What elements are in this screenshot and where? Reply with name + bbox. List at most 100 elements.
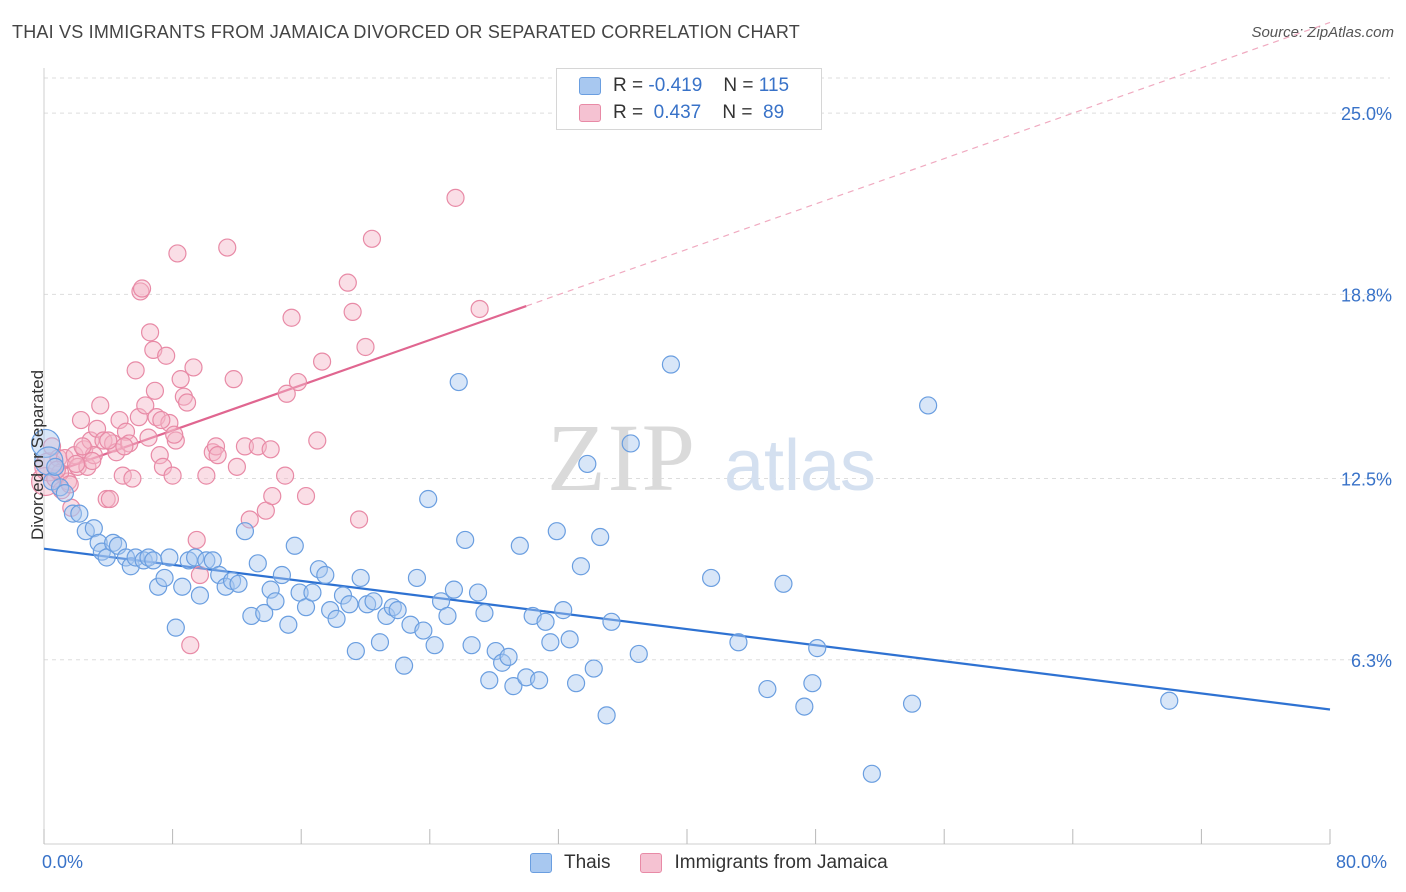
jamaica-point [71,410,91,430]
axes [43,68,1331,845]
jamaica-point [261,440,280,459]
thais-point [255,603,274,623]
thais-point [536,612,555,631]
jamaica-swatch-icon [579,104,601,122]
legend-item-jamaica[interactable]: Immigrants from Jamaica [640,852,888,874]
jamaica-point [73,437,92,456]
jamaica-point [165,425,184,444]
legend-row-jamaica: R = 0.437 N = 89 [579,100,784,126]
thais-point [475,603,494,623]
y-tick-label: 25.0% [1341,104,1392,124]
thais-point [139,548,158,567]
thais-point [116,548,136,567]
legend-n-label: N = [722,102,753,123]
jamaica-point [312,352,332,371]
thais-point [134,551,153,570]
thais-trend-line [43,547,1331,711]
legend-r-value: -0.419 [648,75,703,96]
thais-point [285,536,304,555]
thais-point [571,557,591,576]
thais-point [480,671,499,690]
jamaica-point [123,469,142,488]
jamaica-point [100,489,120,509]
jamaica-point [288,372,308,392]
thais-point [229,574,248,593]
thais-point [504,677,523,696]
thais-point [1160,691,1179,710]
thais-point [155,568,174,588]
jamaica-point [168,244,187,263]
thais-point [425,636,444,655]
thais-point [340,595,359,614]
thais-point [197,551,216,570]
jamaica-point [145,381,165,400]
jamaica-point [470,299,489,319]
thais-point [444,580,464,599]
thais-point [661,355,681,374]
jamaica-point [296,486,316,506]
legend-n-label: N = [723,75,754,96]
y-tick-label: 18.8% [1341,285,1392,305]
thais-point [166,618,185,637]
thais-trend [43,547,1331,711]
thais-point [449,372,468,392]
jamaica-point [187,530,206,550]
jamaica-point [120,434,139,453]
thais-point [50,478,70,497]
thais-point [499,647,518,666]
jamaica-point [276,466,295,485]
thais-point [584,659,603,678]
jamaica-point [208,446,227,465]
jamaica-point [349,510,369,529]
thais-point [554,601,573,620]
thais-point [419,489,438,509]
jamaica-point [157,346,176,365]
thais-point [346,641,365,661]
jamaica-point [218,238,237,257]
jamaica-point [110,410,129,430]
thais-point [370,633,390,652]
jamaica-point [240,510,259,529]
thais-point [63,504,83,523]
thais-point [186,548,205,567]
legend-n-value: 115 [758,75,790,96]
jamaica-point [224,370,243,389]
thais-point [316,565,335,585]
thais-point [55,484,74,503]
jamaica-point [263,486,282,506]
thais-point [547,522,566,541]
thais-point [272,565,292,585]
thais-point [803,674,822,693]
legend-item-thais[interactable]: Thais [530,852,610,874]
series-legend: Thais Immigrants from Jamaica [530,852,918,874]
thais-points [31,355,1179,783]
thais-point [364,592,383,611]
y-tick-label: 12.5% [1341,470,1392,490]
thais-point [173,577,192,596]
x-tick-label-max: 80.0% [1336,852,1388,872]
thais-point [248,554,267,573]
jamaica-point [126,361,145,380]
thais-point [46,457,65,476]
y-axis-label: Divorced or Separated [28,369,47,541]
thais-point [530,671,549,690]
jamaica-point [99,431,118,450]
thais-point [70,504,89,523]
thais-point [407,568,427,588]
jamaica-trend [43,305,527,477]
jamaica-point [181,636,200,655]
thais-point [160,548,179,567]
jamaica-point [131,282,150,301]
jamaica-point [87,419,107,438]
thais-point [394,656,414,675]
thais-point [261,580,280,599]
jamaica-point [338,273,357,292]
thais-point [462,636,481,655]
jamaica-point [139,428,158,447]
thais-point [578,454,597,474]
jamaica-swatch-icon [640,853,663,873]
thais-point [702,568,721,588]
thais-swatch-icon [579,77,601,95]
jamaica-point [282,308,301,327]
